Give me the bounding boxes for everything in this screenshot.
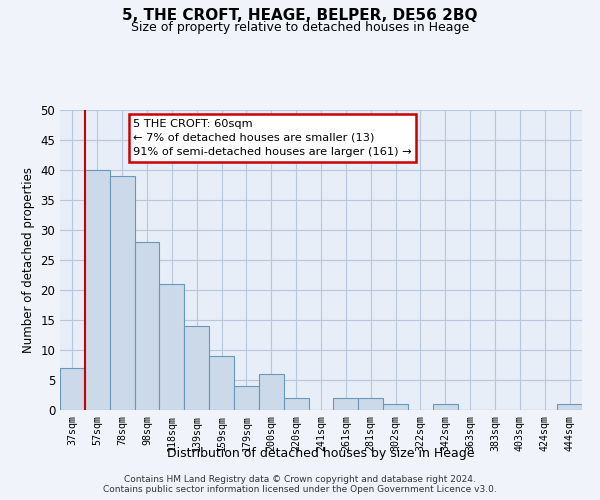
Bar xyxy=(184,326,209,410)
Bar xyxy=(60,368,85,410)
Text: Contains HM Land Registry data © Crown copyright and database right 2024.: Contains HM Land Registry data © Crown c… xyxy=(124,475,476,484)
Y-axis label: Number of detached properties: Number of detached properties xyxy=(22,167,35,353)
Bar xyxy=(334,398,358,410)
Bar xyxy=(383,404,408,410)
Text: Size of property relative to detached houses in Heage: Size of property relative to detached ho… xyxy=(131,22,469,35)
Text: Contains public sector information licensed under the Open Government Licence v3: Contains public sector information licen… xyxy=(103,485,497,494)
Text: 5, THE CROFT, HEAGE, BELPER, DE56 2BQ: 5, THE CROFT, HEAGE, BELPER, DE56 2BQ xyxy=(122,8,478,22)
Text: Distribution of detached houses by size in Heage: Distribution of detached houses by size … xyxy=(167,448,475,460)
Bar xyxy=(358,398,383,410)
Bar xyxy=(259,374,284,410)
Bar xyxy=(85,170,110,410)
Bar xyxy=(160,284,184,410)
Bar xyxy=(234,386,259,410)
Bar xyxy=(209,356,234,410)
Text: 5 THE CROFT: 60sqm
← 7% of detached houses are smaller (13)
91% of semi-detached: 5 THE CROFT: 60sqm ← 7% of detached hous… xyxy=(133,119,412,157)
Bar xyxy=(110,176,134,410)
Bar xyxy=(134,242,160,410)
Bar xyxy=(557,404,582,410)
Bar xyxy=(433,404,458,410)
Bar xyxy=(284,398,308,410)
